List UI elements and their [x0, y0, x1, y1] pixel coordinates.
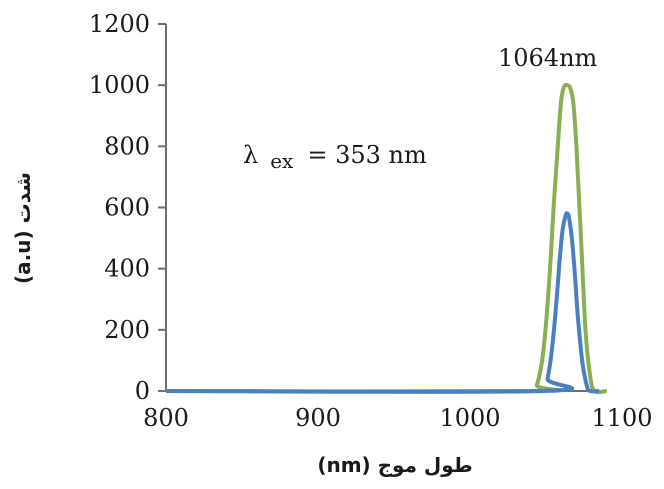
lambda-symbol: λ [243, 141, 258, 169]
excitation-value: = 353 nm [307, 141, 427, 169]
x-tick-label: 900 [295, 404, 341, 432]
series-line-1 [165, 82, 608, 395]
peak-label: 1064nm [498, 44, 598, 72]
excitation-subscript: ex [270, 149, 294, 173]
excitation-annotation: λ ex = 353 nm [243, 141, 427, 173]
y-tick-label: 400 [104, 255, 150, 283]
y-axis-label: شدت (a.u) [11, 172, 35, 284]
series-group [165, 82, 608, 395]
y-tick-labels: 0 200 400 600 800 1000 1200 [89, 10, 150, 405]
series-line-2 [165, 211, 600, 394]
x-tick-label: 1000 [439, 404, 500, 432]
x-axis-label: طول موج (nm) [317, 453, 472, 477]
y-tick-label: 0 [135, 377, 150, 405]
y-tick-label: 1000 [89, 71, 150, 99]
x-tick-label: 800 [143, 404, 189, 432]
y-tick-label: 1200 [89, 10, 150, 38]
x-tick-label: 1100 [591, 404, 652, 432]
y-tick-label: 800 [104, 132, 150, 160]
y-tick-label: 200 [104, 316, 150, 344]
y-tick-marks [158, 23, 166, 392]
y-tick-label: 600 [104, 194, 150, 222]
x-tick-labels: 800 900 1000 1100 [143, 404, 652, 432]
